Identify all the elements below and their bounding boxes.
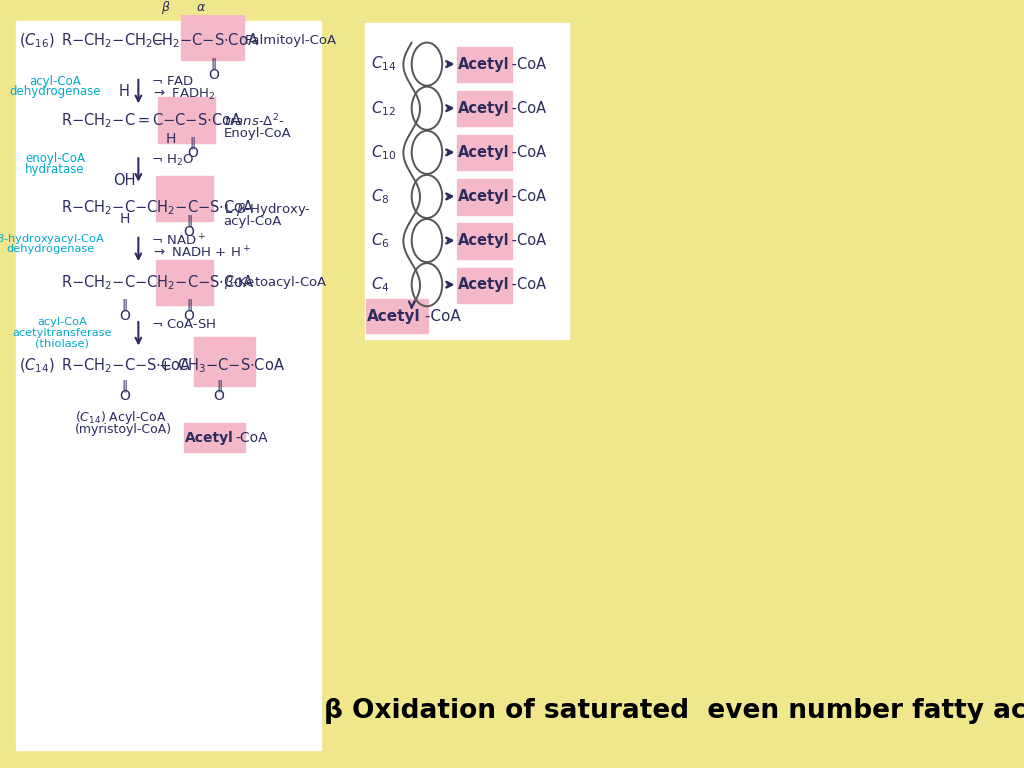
Text: $\rightarrow$ NADH + H$^+$: $\rightarrow$ NADH + H$^+$ xyxy=(151,246,251,261)
Text: dehydrogenase: dehydrogenase xyxy=(9,85,100,98)
Bar xyxy=(15,21,321,750)
Text: $\alpha$: $\alpha$ xyxy=(196,2,206,14)
Text: H: H xyxy=(120,212,130,226)
Text: -CoA: -CoA xyxy=(507,277,546,292)
Text: H: H xyxy=(119,84,130,99)
Text: Acetyl: Acetyl xyxy=(458,189,510,204)
FancyBboxPatch shape xyxy=(157,260,213,305)
Text: (thiolase): (thiolase) xyxy=(35,339,89,349)
Text: Palmitoyl-CoA: Palmitoyl-CoA xyxy=(245,34,337,47)
FancyBboxPatch shape xyxy=(458,267,512,303)
Text: $\rightarrow$ FADH$_2$: $\rightarrow$ FADH$_2$ xyxy=(151,87,215,102)
Text: OH: OH xyxy=(114,173,136,187)
Text: Acetyl: Acetyl xyxy=(458,145,510,160)
Text: O: O xyxy=(213,389,224,403)
Text: O: O xyxy=(119,309,130,323)
Text: $(C_{14})$ Acyl-CoA: $(C_{14})$ Acyl-CoA xyxy=(75,409,166,425)
FancyBboxPatch shape xyxy=(458,91,512,127)
Text: O: O xyxy=(187,147,198,161)
FancyBboxPatch shape xyxy=(458,135,512,170)
Text: $\beta$: $\beta$ xyxy=(162,0,171,16)
Text: Acetyl: Acetyl xyxy=(458,57,510,71)
Text: -CoA: -CoA xyxy=(507,57,546,71)
Text: O: O xyxy=(183,225,195,239)
Text: $(C_{14})$: $(C_{14})$ xyxy=(19,357,55,376)
Text: $\neg$ CoA-SH: $\neg$ CoA-SH xyxy=(151,319,216,331)
FancyBboxPatch shape xyxy=(157,176,213,221)
Text: $(C_{16})$: $(C_{16})$ xyxy=(19,31,55,50)
Bar xyxy=(365,23,569,339)
FancyBboxPatch shape xyxy=(158,98,215,143)
Text: $\Vert$: $\Vert$ xyxy=(210,56,217,72)
Text: -CoA: -CoA xyxy=(507,233,546,248)
Text: -CoA: -CoA xyxy=(507,189,546,204)
Text: $\mathrm{L}$-$\beta$-Hydroxy-: $\mathrm{L}$-$\beta$-Hydroxy- xyxy=(223,200,310,217)
Text: hydratase: hydratase xyxy=(26,163,85,176)
Text: H: H xyxy=(166,131,176,146)
Text: -CoA: -CoA xyxy=(507,101,546,116)
Text: acetyltransferase: acetyltransferase xyxy=(12,328,112,338)
Text: $trans$-$\Delta^2$-: $trans$-$\Delta^2$- xyxy=(223,113,285,129)
Text: $\neg$ FAD: $\neg$ FAD xyxy=(151,75,195,88)
Text: Acetyl: Acetyl xyxy=(458,101,510,116)
Text: O: O xyxy=(183,309,195,323)
Text: -CoA: -CoA xyxy=(507,145,546,160)
Text: Acetyl: Acetyl xyxy=(458,277,510,292)
Text: $+$: $+$ xyxy=(158,359,171,373)
FancyBboxPatch shape xyxy=(181,15,244,60)
Text: R$-$CH$_2$$-$C$-$CH$_2$$-$C$-$S$\cdot$CoA: R$-$CH$_2$$-$C$-$CH$_2$$-$C$-$S$\cdot$Co… xyxy=(60,198,254,217)
Text: acyl-CoA: acyl-CoA xyxy=(37,317,87,327)
Text: -CoA: -CoA xyxy=(420,309,461,323)
Text: $C_{8}$: $C_{8}$ xyxy=(372,187,390,206)
Text: CH$_3$$-$C$-$S$\cdot$CoA: CH$_3$$-$C$-$S$\cdot$CoA xyxy=(177,356,286,376)
Text: O: O xyxy=(208,68,219,82)
Text: $\Vert$: $\Vert$ xyxy=(121,378,128,394)
Text: Enoyl-CoA: Enoyl-CoA xyxy=(223,127,292,141)
Text: $\beta$-hydroxyacyl-CoA: $\beta$-hydroxyacyl-CoA xyxy=(0,231,105,246)
Text: O: O xyxy=(119,389,130,403)
FancyBboxPatch shape xyxy=(184,423,245,452)
Text: $C_{10}$: $C_{10}$ xyxy=(372,143,397,162)
Text: β Oxidation of saturated  even number fatty acids: β Oxidation of saturated even number fat… xyxy=(325,698,1024,724)
Text: enoyl-CoA: enoyl-CoA xyxy=(26,152,85,165)
FancyBboxPatch shape xyxy=(458,179,512,214)
FancyBboxPatch shape xyxy=(194,336,255,386)
Text: $\neg$ H$_2$O: $\neg$ H$_2$O xyxy=(151,153,195,167)
Text: -CoA: -CoA xyxy=(236,431,268,445)
Text: $\Vert$: $\Vert$ xyxy=(185,213,193,229)
Text: R$-$CH$_2$$-$CH$_2$$-$: R$-$CH$_2$$-$CH$_2$$-$ xyxy=(60,31,165,50)
FancyBboxPatch shape xyxy=(458,223,512,259)
Text: Acetyl: Acetyl xyxy=(458,233,510,248)
Text: CH$_2$$-$C$-$S$\cdot$CoA: CH$_2$$-$C$-$S$\cdot$CoA xyxy=(151,31,259,50)
Text: $\Vert$: $\Vert$ xyxy=(189,134,196,151)
Text: Acetyl: Acetyl xyxy=(185,431,233,445)
Text: Acetyl: Acetyl xyxy=(367,309,420,323)
Text: $C_{6}$: $C_{6}$ xyxy=(372,231,390,250)
FancyBboxPatch shape xyxy=(458,47,512,82)
Text: acyl-CoA: acyl-CoA xyxy=(223,216,282,228)
Text: $\Vert$: $\Vert$ xyxy=(185,297,193,313)
Text: R$-$CH$_2$$-$C$-$CH$_2$$-$C$-$S$\cdot$CoA: R$-$CH$_2$$-$C$-$CH$_2$$-$C$-$S$\cdot$Co… xyxy=(60,273,254,292)
Text: $C_{14}$: $C_{14}$ xyxy=(372,55,397,74)
Text: R$-$CH$_2$$-$C$-$S$\cdot$CoA: R$-$CH$_2$$-$C$-$S$\cdot$CoA xyxy=(60,356,191,376)
Text: $\Vert$: $\Vert$ xyxy=(215,378,222,394)
Text: $\beta$-Ketoacyl-CoA: $\beta$-Ketoacyl-CoA xyxy=(223,274,327,291)
Text: dehydrogenase: dehydrogenase xyxy=(6,244,94,254)
Text: R$-$CH$_2$$-$C$=$C$-$C$-$S$\cdot$CoA: R$-$CH$_2$$-$C$=$C$-$C$-$S$\cdot$CoA xyxy=(60,111,242,131)
Text: $C_{12}$: $C_{12}$ xyxy=(372,99,396,118)
Text: $C_{4}$: $C_{4}$ xyxy=(372,276,390,294)
Text: acyl-CoA: acyl-CoA xyxy=(30,74,81,88)
Text: $\neg$ NAD$^+$: $\neg$ NAD$^+$ xyxy=(151,233,206,248)
Text: (myristoyl-CoA): (myristoyl-CoA) xyxy=(75,423,172,436)
Text: $\Vert$: $\Vert$ xyxy=(121,297,128,313)
FancyBboxPatch shape xyxy=(366,300,428,333)
